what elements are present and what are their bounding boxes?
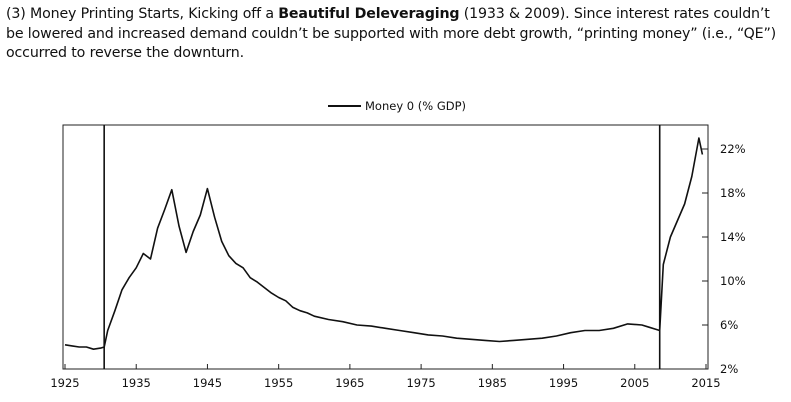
- y-tick-label: 22%: [720, 142, 746, 156]
- y-tick-label: 14%: [720, 230, 746, 244]
- legend: Money 0 (% GDP): [328, 99, 466, 113]
- caption-prefix: (3) Money Printing Starts, Kicking off a: [6, 6, 279, 22]
- x-tick-label: 1925: [50, 376, 79, 390]
- legend-label: Money 0 (% GDP): [365, 99, 466, 113]
- x-tick-label: 1985: [478, 376, 507, 390]
- x-tick-label: 1955: [264, 376, 293, 390]
- y-tick-label: 10%: [720, 274, 746, 288]
- x-tick-label: 1975: [406, 376, 435, 390]
- y-tick-label: 2%: [720, 362, 738, 376]
- x-tick-label: 2005: [620, 376, 649, 390]
- x-tick-label: 1995: [549, 376, 578, 390]
- x-tick-label: 1935: [122, 376, 151, 390]
- x-tick-label: 1945: [193, 376, 222, 390]
- x-tick-label: 1965: [335, 376, 364, 390]
- x-tick-label: 2015: [691, 376, 720, 390]
- caption-suffix: (1933 & 2009). Since interest rates coul…: [6, 6, 777, 61]
- y-tick-label: 18%: [720, 186, 746, 200]
- series-line-money-0: [64, 137, 704, 351]
- plot-frame: [62, 124, 709, 370]
- chart-caption: (3) Money Printing Starts, Kicking off a…: [6, 5, 786, 64]
- y-tick-label: 6%: [720, 318, 738, 332]
- caption-bold-phrase: Beautiful Deleveraging: [278, 6, 460, 22]
